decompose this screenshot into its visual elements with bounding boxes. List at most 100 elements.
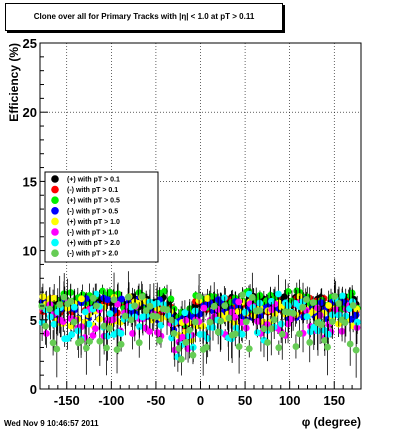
- axes: -150 -100 -50 0 50 100 150 0 5 10 15 20 25: [23, 36, 362, 408]
- x-axis-label: φ (degree): [302, 415, 361, 429]
- data-point: [167, 295, 175, 303]
- data-point: [231, 314, 239, 321]
- y-tick-label: 0: [30, 382, 37, 397]
- data-point: [106, 324, 114, 332]
- legend-marker: [51, 217, 59, 226]
- data-point: [303, 296, 310, 303]
- data-point: [328, 318, 336, 326]
- legend-marker: [51, 185, 59, 194]
- data-point: [242, 318, 250, 326]
- legend-marker: [51, 207, 59, 215]
- data-point: [99, 287, 106, 295]
- data-point: [129, 330, 136, 337]
- data-point: [110, 316, 117, 323]
- x-tick-label: 50: [238, 393, 252, 408]
- data-point: [189, 351, 197, 359]
- data-point: [70, 318, 78, 326]
- legend-entry: (-) with pT > 0.5: [67, 208, 118, 215]
- data-point: [181, 309, 189, 317]
- data-point: [260, 325, 268, 333]
- data-point: [289, 309, 297, 317]
- legend-entry: (+) with pT > 1.0: [67, 219, 120, 226]
- data-point: [135, 339, 143, 347]
- data-point: [157, 321, 165, 329]
- data-point: [85, 320, 93, 328]
- data-point: [81, 308, 89, 316]
- data-point: [153, 299, 161, 307]
- data-point: [264, 339, 271, 346]
- data-point: [306, 339, 314, 346]
- title-box: Clone over all for Primary Tracks with |…: [5, 3, 283, 31]
- data-point: [284, 302, 292, 310]
- data-point: [268, 297, 275, 305]
- data-point: [203, 343, 210, 351]
- data-point: [182, 316, 190, 324]
- data-point: [110, 296, 118, 304]
- data-point: [82, 344, 90, 352]
- data-point: [238, 330, 246, 338]
- y-tick-label: 5: [30, 313, 37, 328]
- data-point: [93, 302, 100, 310]
- data-point: [284, 320, 292, 328]
- data-point: [136, 323, 143, 331]
- data-point: [195, 293, 203, 300]
- y-axis-label: Efficiency (%): [7, 43, 21, 122]
- data-point: [353, 318, 361, 326]
- data-point: [221, 302, 229, 310]
- data-point: [248, 294, 256, 301]
- data-point: [296, 330, 303, 338]
- data-point: [280, 293, 288, 301]
- x-tick-label: 100: [279, 393, 301, 408]
- data-point: [96, 337, 104, 345]
- data-point: [47, 313, 54, 321]
- data-point: [234, 308, 242, 315]
- data-point: [113, 346, 121, 354]
- data-point: [335, 300, 343, 307]
- data-point: [163, 306, 171, 314]
- data-point: [324, 330, 332, 338]
- x-tick-label: -100: [98, 393, 124, 408]
- data-point: [131, 302, 139, 310]
- data-point: [39, 293, 47, 301]
- data-point: [49, 339, 57, 347]
- data-point: [70, 303, 78, 311]
- data-point: [138, 293, 146, 300]
- data-point: [106, 310, 114, 318]
- data-point: [104, 296, 111, 304]
- data-point: [225, 314, 233, 322]
- data-point: [182, 338, 190, 346]
- data-point: [352, 346, 360, 354]
- data-point: [256, 307, 264, 314]
- data-point: [175, 345, 183, 352]
- legend-marker: [51, 196, 59, 204]
- data-point: [179, 333, 186, 341]
- data-point: [164, 311, 172, 319]
- data-point: [38, 303, 46, 310]
- data-point: [217, 317, 225, 325]
- data-point: [278, 303, 285, 311]
- data-point: [161, 287, 168, 295]
- data-point: [168, 316, 175, 324]
- legend-entry: (-) with pT > 0.1: [67, 187, 118, 194]
- data-point: [153, 313, 161, 320]
- y-tick-label: 25: [23, 36, 37, 51]
- x-tick-label: 0: [197, 393, 204, 408]
- data-point: [245, 345, 253, 353]
- legend-entry: (+) with pT > 2.0: [67, 240, 120, 247]
- legend-marker: [51, 249, 59, 257]
- data-point: [241, 308, 249, 316]
- data-point: [352, 311, 360, 319]
- x-tick-label: -50: [147, 393, 166, 408]
- data-point: [89, 294, 97, 302]
- data-point: [56, 301, 64, 308]
- data-point: [292, 343, 300, 350]
- data-point: [321, 336, 329, 344]
- data-point: [253, 329, 261, 337]
- data-point: [156, 336, 163, 344]
- y-tick-label: 20: [23, 105, 37, 120]
- data-point: [100, 322, 108, 330]
- data-point: [184, 332, 192, 340]
- data-point: [325, 302, 333, 309]
- data-point: [267, 325, 275, 333]
